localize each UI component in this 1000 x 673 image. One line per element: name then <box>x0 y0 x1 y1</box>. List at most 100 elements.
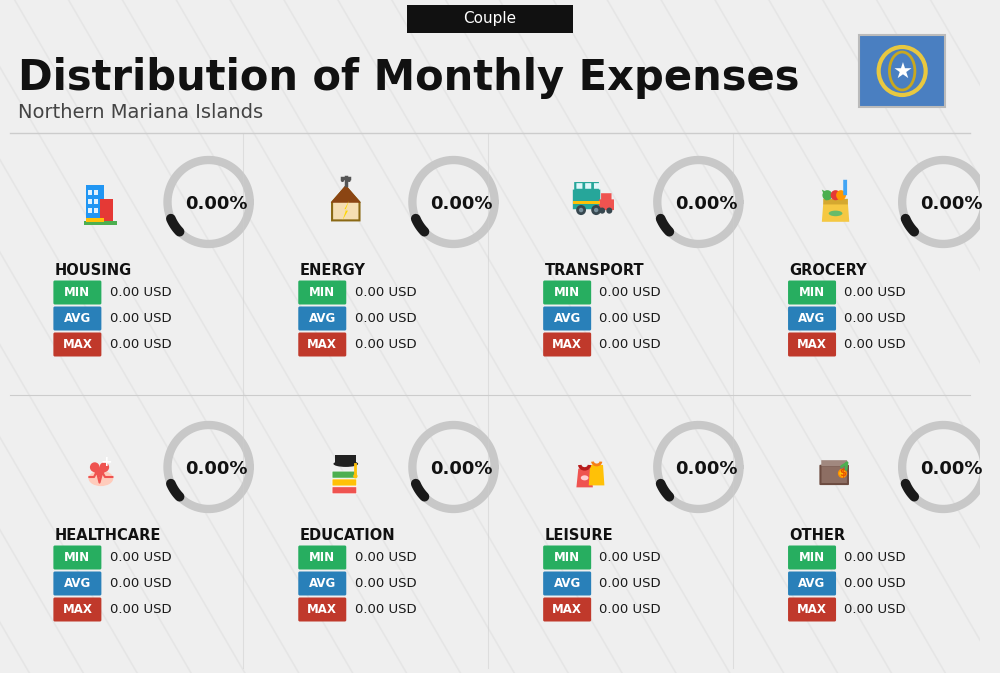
Text: GROCERY: GROCERY <box>790 263 867 278</box>
FancyBboxPatch shape <box>788 281 836 304</box>
FancyBboxPatch shape <box>94 190 98 194</box>
Text: AVG: AVG <box>554 312 581 325</box>
Text: MIN: MIN <box>64 551 90 564</box>
Ellipse shape <box>581 475 588 481</box>
Circle shape <box>90 462 100 472</box>
Text: ENERGY: ENERGY <box>300 263 366 278</box>
FancyBboxPatch shape <box>543 546 591 569</box>
Text: MIN: MIN <box>64 286 90 299</box>
Text: 0.00 USD: 0.00 USD <box>110 577 171 590</box>
Circle shape <box>353 474 358 479</box>
FancyBboxPatch shape <box>100 199 113 222</box>
Text: Couple: Couple <box>463 11 516 26</box>
Text: TRANSPORT: TRANSPORT <box>545 263 644 278</box>
FancyBboxPatch shape <box>576 183 582 188</box>
Text: MIN: MIN <box>799 286 825 299</box>
Circle shape <box>347 178 351 182</box>
FancyBboxPatch shape <box>94 207 98 213</box>
FancyBboxPatch shape <box>298 571 346 596</box>
Text: Northern Mariana Islands: Northern Mariana Islands <box>18 102 263 122</box>
FancyBboxPatch shape <box>88 199 92 204</box>
Text: EDUCATION: EDUCATION <box>300 528 395 543</box>
Text: ★: ★ <box>892 63 912 83</box>
FancyBboxPatch shape <box>823 199 848 205</box>
FancyBboxPatch shape <box>332 487 357 494</box>
FancyBboxPatch shape <box>88 190 92 194</box>
Text: 0.00%: 0.00% <box>920 460 982 478</box>
Text: MIN: MIN <box>554 551 580 564</box>
Text: 0.00 USD: 0.00 USD <box>110 551 171 564</box>
Text: 0.00%: 0.00% <box>185 195 248 213</box>
Circle shape <box>576 205 586 215</box>
Text: 0.00%: 0.00% <box>675 195 738 213</box>
Text: 0.00 USD: 0.00 USD <box>844 603 906 616</box>
Text: MIN: MIN <box>554 286 580 299</box>
Text: 0.00%: 0.00% <box>920 195 982 213</box>
Polygon shape <box>342 201 349 220</box>
Text: LEISURE: LEISURE <box>545 528 613 543</box>
Circle shape <box>831 190 840 201</box>
FancyBboxPatch shape <box>788 332 836 357</box>
Text: 0.00 USD: 0.00 USD <box>844 286 906 299</box>
Text: MAX: MAX <box>307 603 337 616</box>
Text: 0.00%: 0.00% <box>675 460 738 478</box>
Circle shape <box>599 207 605 214</box>
Text: MIN: MIN <box>799 551 825 564</box>
Text: +: + <box>100 456 112 469</box>
FancyBboxPatch shape <box>820 466 848 484</box>
Text: AVG: AVG <box>798 577 826 590</box>
Text: AVG: AVG <box>554 577 581 590</box>
Text: 0.00 USD: 0.00 USD <box>355 286 416 299</box>
FancyBboxPatch shape <box>788 571 836 596</box>
Text: 0.00 USD: 0.00 USD <box>844 551 906 564</box>
FancyBboxPatch shape <box>88 207 92 213</box>
Text: AVG: AVG <box>64 312 91 325</box>
FancyBboxPatch shape <box>788 306 836 330</box>
Circle shape <box>822 190 832 201</box>
FancyBboxPatch shape <box>84 221 117 225</box>
Text: 0.00 USD: 0.00 USD <box>110 312 171 325</box>
Text: 0.00 USD: 0.00 USD <box>844 312 906 325</box>
Text: 0.00 USD: 0.00 USD <box>110 338 171 351</box>
Text: 0.00%: 0.00% <box>185 460 248 478</box>
FancyBboxPatch shape <box>298 332 346 357</box>
Text: $: $ <box>839 468 846 479</box>
Text: MAX: MAX <box>797 603 827 616</box>
Ellipse shape <box>89 470 113 486</box>
FancyBboxPatch shape <box>859 35 945 107</box>
FancyBboxPatch shape <box>332 479 357 486</box>
FancyBboxPatch shape <box>585 183 591 188</box>
Ellipse shape <box>333 461 358 467</box>
Circle shape <box>594 208 598 212</box>
FancyBboxPatch shape <box>574 182 599 190</box>
Text: MIN: MIN <box>309 551 335 564</box>
Text: 0.00 USD: 0.00 USD <box>355 551 416 564</box>
Text: 0.00%: 0.00% <box>430 460 493 478</box>
Text: 0.00 USD: 0.00 USD <box>599 338 661 351</box>
Ellipse shape <box>829 211 842 216</box>
Text: MAX: MAX <box>552 603 582 616</box>
Polygon shape <box>90 467 109 478</box>
Text: 0.00 USD: 0.00 USD <box>844 577 906 590</box>
Circle shape <box>100 462 109 472</box>
FancyBboxPatch shape <box>298 281 346 304</box>
Text: MAX: MAX <box>62 338 92 351</box>
Text: MIN: MIN <box>309 286 335 299</box>
Text: Distribution of Monthly Expenses: Distribution of Monthly Expenses <box>18 57 799 99</box>
Text: 0.00 USD: 0.00 USD <box>110 286 171 299</box>
FancyBboxPatch shape <box>543 598 591 621</box>
FancyBboxPatch shape <box>53 546 101 569</box>
FancyBboxPatch shape <box>543 332 591 357</box>
Text: MAX: MAX <box>552 338 582 351</box>
Text: 0.00 USD: 0.00 USD <box>110 603 171 616</box>
Text: 0.00 USD: 0.00 USD <box>355 577 416 590</box>
Text: 0.00 USD: 0.00 USD <box>599 577 661 590</box>
FancyBboxPatch shape <box>543 306 591 330</box>
FancyBboxPatch shape <box>594 183 600 188</box>
Text: 0.00 USD: 0.00 USD <box>355 603 416 616</box>
FancyBboxPatch shape <box>601 193 612 200</box>
Text: HEALTHCARE: HEALTHCARE <box>55 528 161 543</box>
FancyBboxPatch shape <box>407 5 573 33</box>
Text: HOUSING: HOUSING <box>55 263 132 278</box>
Text: 0.00 USD: 0.00 USD <box>599 312 661 325</box>
